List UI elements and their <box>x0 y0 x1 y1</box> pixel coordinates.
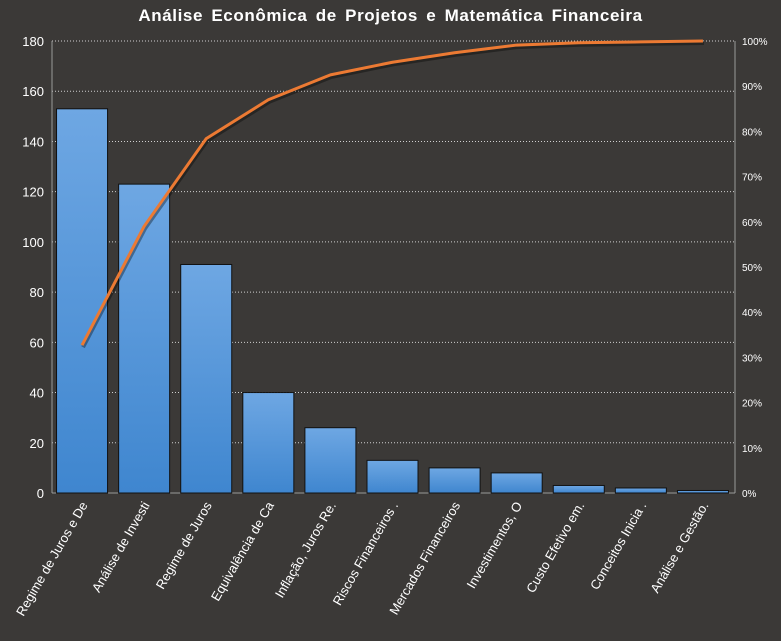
x-tick-label: Mercados Financeiros <box>386 499 463 618</box>
y-tick-label: 120 <box>22 185 44 200</box>
y2-tick-label: 100% <box>742 37 768 48</box>
x-tick-label: Análise e Gestão. <box>647 499 711 595</box>
y2-tick-label: 20% <box>742 399 762 410</box>
x-tick-label: Custo Efetivo em. <box>523 499 587 595</box>
x-tick-label: Conceitos Inicia . <box>587 499 649 592</box>
bar <box>304 427 357 494</box>
y-tick-label: 60 <box>30 335 44 350</box>
y2-tick-label: 10% <box>742 444 762 455</box>
bar <box>490 472 543 494</box>
y-tick-label: 40 <box>30 386 44 401</box>
x-tick-label: Inflação, Juros Re. <box>272 499 339 600</box>
y2-tick-label: 90% <box>742 82 762 93</box>
bar <box>118 183 171 494</box>
x-tick-label: Regime de Juros e De <box>13 499 91 619</box>
bar <box>180 263 233 494</box>
bar-series <box>56 108 729 494</box>
bar <box>242 392 295 494</box>
chart-title: Análise Econômica de Projetos e Matemáti… <box>138 6 643 25</box>
bar <box>366 459 419 494</box>
y-tick-label: 140 <box>22 134 44 149</box>
x-tick-label: Equivalência de Ca <box>208 498 277 603</box>
y-tick-label: 80 <box>30 285 44 300</box>
x-tick-label: Regime de Juros <box>153 499 215 592</box>
bar <box>552 484 605 494</box>
x-tick-label: Análise de Investi <box>89 499 153 595</box>
y-tick-label: 100 <box>22 235 44 250</box>
bar <box>676 489 729 494</box>
y2-tick-label: 60% <box>742 218 762 229</box>
cumulative-line <box>80 39 703 346</box>
y-tick-label: 180 <box>22 34 44 49</box>
y-tick-label: 0 <box>37 486 44 501</box>
y2-tick-label: 0% <box>742 489 757 500</box>
line-shadow <box>81 41 704 349</box>
bar <box>614 487 667 494</box>
y2-tick-label: 80% <box>742 127 762 138</box>
y-tick-label: 160 <box>22 84 44 99</box>
cumulative-line-series <box>80 39 704 349</box>
y2-tick-label: 70% <box>742 173 762 184</box>
y2-tick-label: 30% <box>742 353 762 364</box>
bar <box>428 467 481 494</box>
bar <box>56 108 109 494</box>
y-tick-label: 20 <box>30 436 44 451</box>
x-tick-label: Riscos Financeiros . <box>330 499 402 608</box>
y2-tick-label: 50% <box>742 263 762 274</box>
x-tick-label: Investimentos, O <box>464 499 526 591</box>
y2-tick-label: 40% <box>742 308 762 319</box>
